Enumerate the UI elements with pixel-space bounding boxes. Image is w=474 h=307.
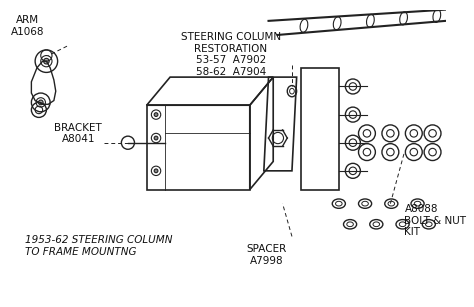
Text: ARM
A1068: ARM A1068 [11,15,45,37]
Text: BRACKET
A8041: BRACKET A8041 [55,122,102,144]
Circle shape [154,136,158,140]
Circle shape [44,58,49,64]
Circle shape [154,113,158,116]
Text: STEERING COLUMN
RESTORATION
53-57  A7902
58-62  A7904: STEERING COLUMN RESTORATION 53-57 A7902 … [181,32,281,77]
Text: SPACER
A7998: SPACER A7998 [246,244,287,266]
Text: A8088
BOLT & NUT
KIT: A8088 BOLT & NUT KIT [404,204,466,237]
Text: 1953-62 STEERING COLUMN
TO FRAME MOUNTNG: 1953-62 STEERING COLUMN TO FRAME MOUNTNG [25,235,173,257]
Circle shape [38,100,43,105]
Circle shape [154,169,158,173]
